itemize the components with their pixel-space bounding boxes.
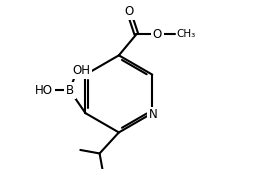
Text: O: O <box>153 28 162 41</box>
Text: CH₃: CH₃ <box>177 29 196 39</box>
Text: OH: OH <box>72 64 90 77</box>
Text: N: N <box>149 108 158 121</box>
Text: O: O <box>125 5 134 18</box>
Text: B: B <box>66 84 74 97</box>
Text: HO: HO <box>35 84 53 97</box>
